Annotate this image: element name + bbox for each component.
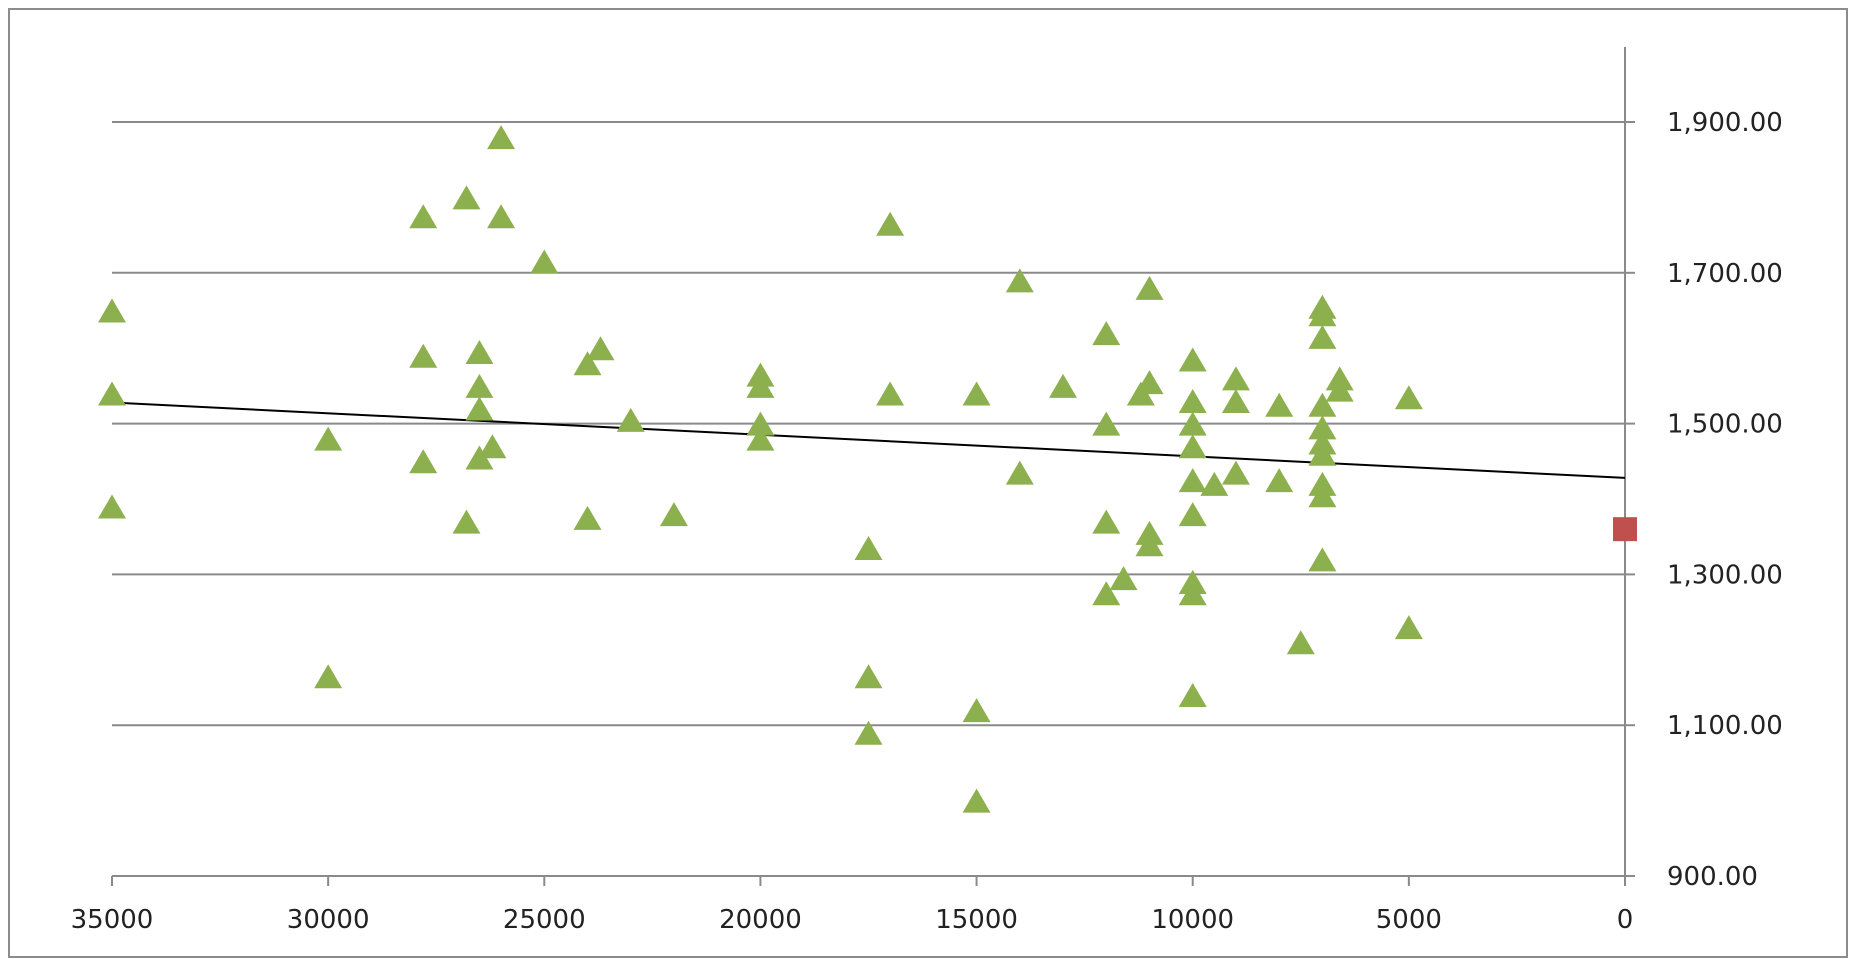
triangle-point [1092,509,1121,534]
triangle-point [1109,566,1138,591]
y-tick-label: 1,100.00 [1667,711,1783,741]
triangle-point [1265,468,1294,493]
y-tick-label: 1,300.00 [1667,560,1783,590]
trendline [111,401,1626,479]
triangle-point [1178,468,1207,493]
triangle-point [465,373,494,398]
triangle-point [409,449,438,474]
triangle-point [1308,415,1337,440]
x-tick-label: 0 [1617,905,1634,935]
triangle-point [746,373,775,398]
triangle-point [876,381,905,406]
x-tick-label: 30000 [287,905,370,935]
triangle-point [573,505,602,530]
triangle-point [1178,347,1207,372]
triangle-point [1178,411,1207,436]
triangle-point [98,494,126,519]
y-tick-label: 1,500.00 [1667,410,1783,440]
triangle-point [1308,547,1337,572]
triangle-point [1308,302,1337,327]
triangle-point [1092,411,1121,436]
triangle-point [1178,434,1207,459]
triangle-point [1221,388,1250,413]
triangle-point [1178,502,1207,527]
triangle-point [452,185,481,210]
y-tick-label: 1,900.00 [1667,108,1783,138]
triangle-point [409,343,438,368]
triangle-point [98,381,126,406]
triangle-point [659,502,688,527]
triangle-point [1221,460,1250,485]
x-tick-label: 20000 [719,905,802,935]
x-tick-label: 25000 [503,905,586,935]
triangle-point [586,336,615,361]
triangle-point [1135,532,1164,557]
triangle-point [616,407,645,432]
y-tick-label: 900.00 [1667,862,1758,892]
triangle-point [1178,683,1207,708]
y-axis-tick-labels: 900.00 1,100.00 1,300.00 1,500.00 1,700.00 1,… [1667,108,1783,892]
triangle-point [1092,321,1121,346]
triangle-point [1308,392,1337,417]
triangle-point [573,351,602,376]
triangle-point [1005,268,1034,293]
triangle-point [1325,377,1354,402]
x-tick-label: 5000 [1376,905,1442,935]
triangle-point [746,426,775,451]
triangle-point [530,249,559,274]
triangle-point [1005,460,1034,485]
triangle-point [1265,392,1294,417]
triangle-point [1200,471,1229,496]
triangle-point [98,298,126,323]
triangle-point [1135,275,1164,300]
x-axis-tick-labels: 35000 30000 25000 20000 15000 10000 5000 0 [71,905,1634,935]
triangle-point [1286,630,1315,655]
triangle-point [854,664,883,689]
trendline-group [111,401,1626,479]
triangle-point [876,211,905,236]
triangle-point [1049,373,1078,398]
triangle-point [409,204,438,229]
triangle-point [487,204,516,229]
x-tick-label: 35000 [71,905,154,935]
triangle-point [314,664,343,689]
triangle-point [314,426,343,451]
triangle-point [962,698,991,723]
triangle-point [962,788,991,813]
data-points [98,125,1637,813]
triangle-point [478,434,507,459]
triangle-point [1308,441,1337,466]
y-tick-label: 1,700.00 [1667,259,1783,289]
triangle-point [746,411,775,436]
triangle-point [1221,366,1250,391]
triangle-point [1092,581,1121,606]
x-tick-label: 15000 [935,905,1018,935]
triangle-point [1394,615,1423,640]
triangle-point [854,536,883,561]
triangle-point [487,125,516,150]
gridlines [112,121,1625,727]
triangle-point [1308,483,1337,508]
triangle-point [1178,581,1207,606]
triangle-point [854,720,883,745]
axes [111,47,1635,886]
triangle-point [452,509,481,534]
triangle-point [1308,324,1337,349]
triangle-point [1178,388,1207,413]
triangle-point [465,339,494,364]
chart-frame [8,8,1848,958]
triangle-point [962,381,991,406]
triangle-point [1135,370,1164,395]
square-point [1613,517,1637,542]
x-tick-label: 10000 [1151,905,1234,935]
triangle-point [465,396,494,421]
triangle-point [1394,385,1423,410]
